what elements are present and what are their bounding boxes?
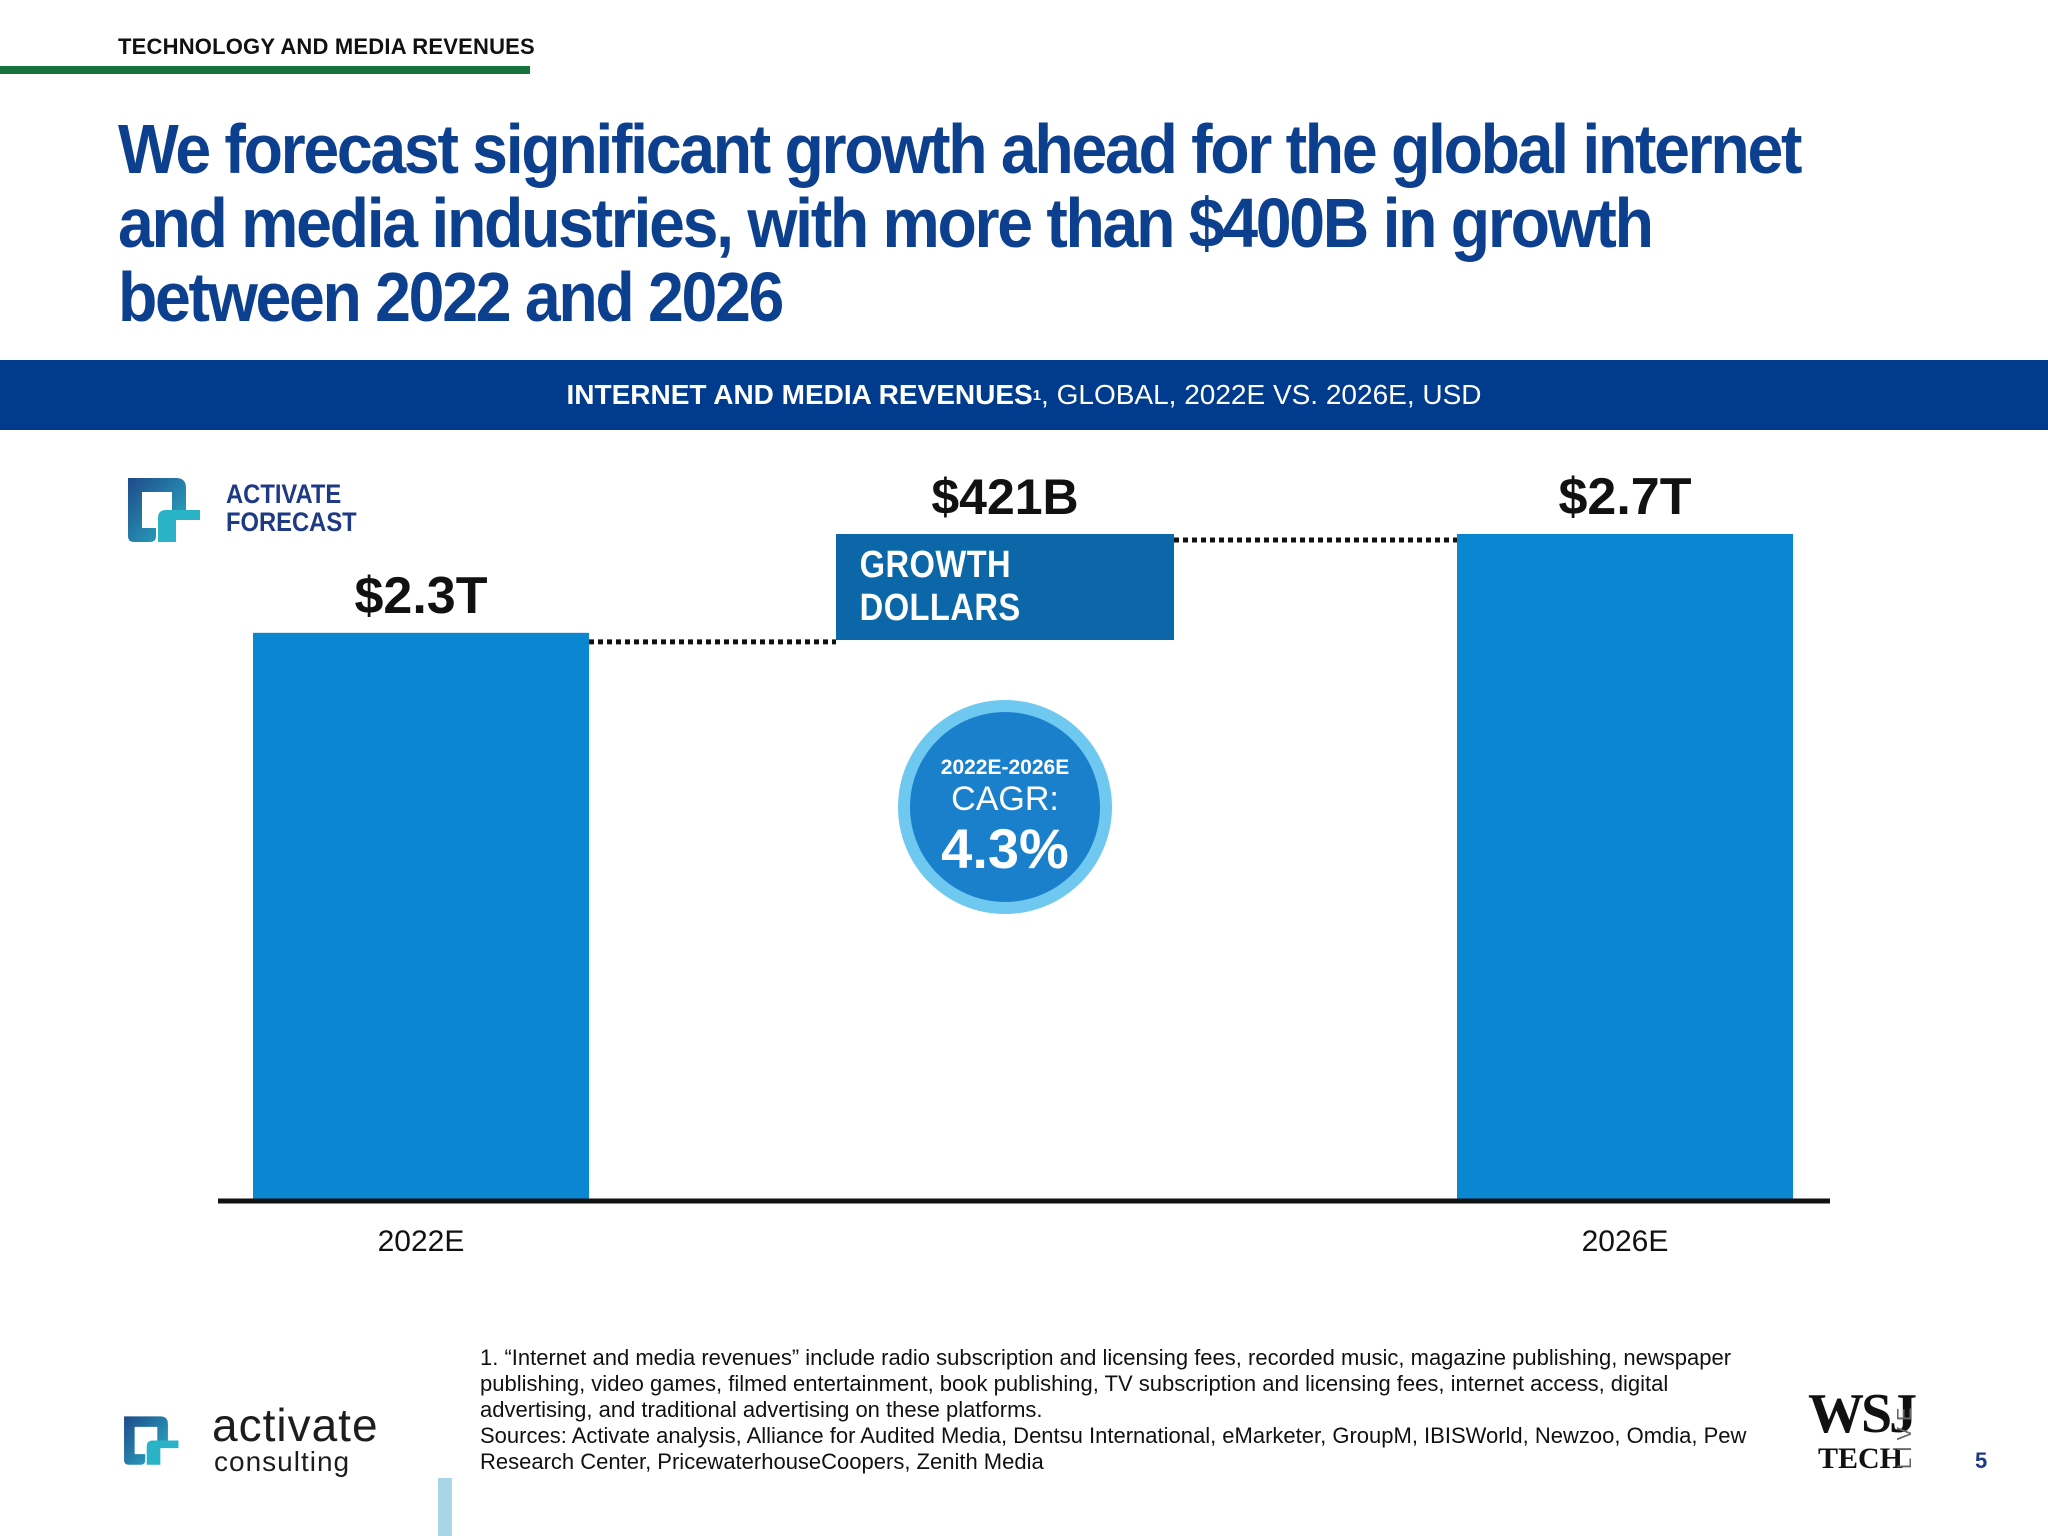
wsj-logo: WSJ [1808,1383,1917,1445]
growth-value-label: $421B [931,469,1079,525]
chart-title-rest: , GLOBAL, 2022E VS. 2026E, USD [1041,379,1482,410]
bar-2026E [1457,534,1793,1201]
cagr-label: CAGR: [951,780,1059,818]
section-label: TECHNOLOGY AND MEDIA REVENUES [118,34,535,59]
page-number: 5 [1975,1448,1988,1473]
cagr-value: 4.3% [941,817,1069,880]
consulting-wordmark: consulting [214,1446,351,1477]
wsj-live-text: LIVE [1894,1401,1916,1469]
chart-title-band: INTERNET AND MEDIA REVENUES 1, GLOBAL, 20… [0,360,2048,430]
category-label-2022E: 2022E [378,1225,465,1258]
forecast-badge-line2: FORECAST [226,507,357,537]
headline: We forecast significant growth ahead for… [118,110,1802,336]
revenue-bar-chart: $2.3T 2022E $2.7T 2026E [218,468,1830,1258]
activate-wordmark: activate [212,1399,379,1451]
bar-2022E [253,632,589,1201]
sources-text: Sources: Activate analysis, Alliance for… [480,1423,1747,1474]
accent-bar [438,1478,452,1536]
forecast-badge-line1: ACTIVATE [226,479,342,509]
cagr-badge: 2022E-2026E CAGR: 4.3% [898,700,1112,914]
value-label-2026E: $2.7T [1559,468,1692,526]
activate-forecast-icon [128,478,200,542]
wsj-tech-text: TECH [1818,1442,1904,1475]
category-label-2026E: 2026E [1582,1225,1669,1258]
growth-dollars-label: GROWTH DOLLARS [859,544,1021,629]
footnote-text: 1. “Internet and media revenues” include… [480,1345,1732,1422]
section-rule [0,66,530,74]
value-label-2022E: $2.3T [355,567,488,625]
footnote-block: 1. “Internet and media revenues” include… [480,1345,1760,1475]
cagr-period: 2022E-2026E [940,756,1070,779]
footnote-marker: 1 [1032,386,1042,404]
cagr-badge-core: 2022E-2026E CAGR: 4.3% [910,712,1100,902]
chart-title-bold: INTERNET AND MEDIA REVENUES [566,379,1033,410]
growth-dollars-box: GROWTH DOLLARS [836,534,1174,640]
activate-logo-icon [124,1416,179,1465]
forecast-badge-text: ACTIVATE FORECAST [226,480,357,536]
